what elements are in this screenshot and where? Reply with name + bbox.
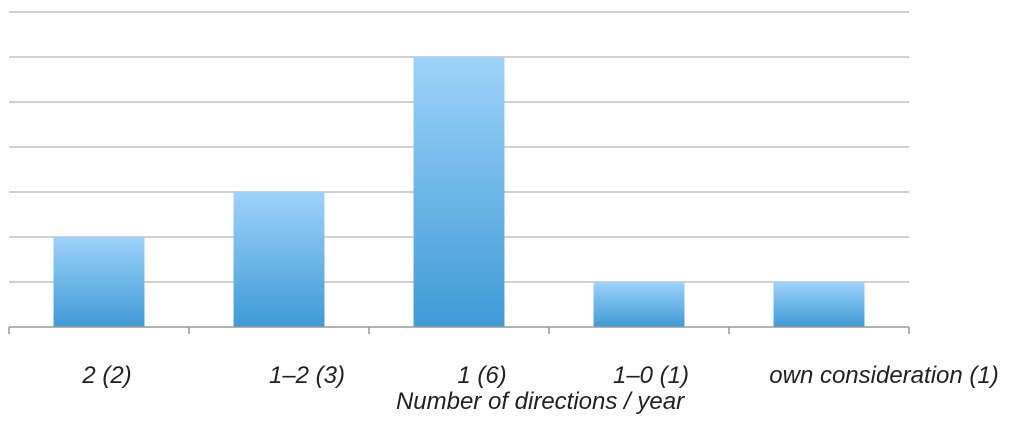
bar (593, 282, 685, 327)
x-tick-label: 2 (2) (81, 362, 131, 389)
x-axis (8, 326, 910, 334)
x-axis-title: Number of directions / year (396, 388, 685, 415)
bar (233, 192, 325, 327)
x-tick-label: 1 (6) (457, 362, 506, 389)
bar (773, 282, 865, 327)
x-tick-label: own consideration (1) (769, 362, 998, 389)
x-tick-labels: 2 (2) 1–2 (3) 1 (6) 1–0 (1) own consideratio… (81, 362, 998, 389)
x-tick-label: 1–2 (3) (269, 362, 345, 389)
bars (53, 57, 865, 327)
bar (53, 237, 145, 327)
bar (413, 57, 505, 327)
x-tick-label: 1–0 (1) (613, 362, 689, 389)
